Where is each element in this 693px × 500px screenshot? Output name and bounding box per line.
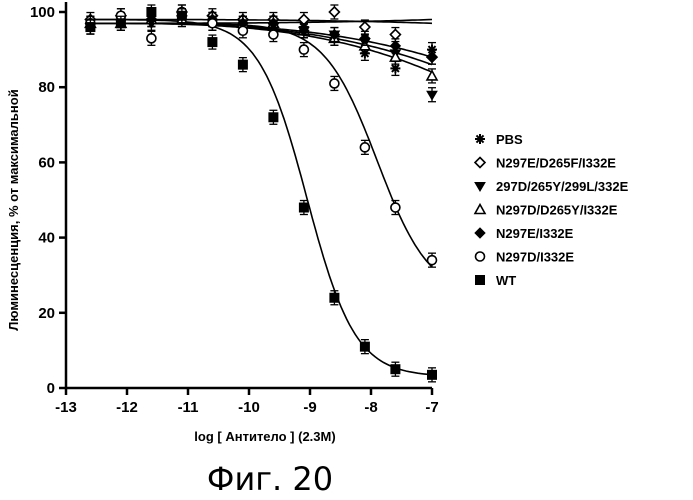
triangle-up-open-marker: [389, 50, 402, 62]
axes: [59, 2, 434, 395]
y-tick-label: 20: [38, 305, 55, 322]
circle-open-marker: [207, 17, 218, 29]
figure-caption: Фиг. 20: [207, 460, 333, 498]
x-tick-label: -9: [303, 399, 316, 416]
diamond-open-marker: [473, 156, 487, 169]
square-filled-marker: [85, 22, 96, 33]
triangle-up-open-marker: [425, 69, 439, 81]
y-axis-label: Люминесценция, % от максимальной: [6, 89, 21, 330]
square-filled-marker: [475, 275, 485, 285]
diamond-open-marker: [358, 20, 372, 34]
circle-open-marker: [237, 25, 249, 37]
y-tick-label: 40: [38, 230, 55, 247]
legend-label: 297D/265Y/299L/332E: [496, 179, 629, 194]
square-filled-marker: [115, 18, 126, 29]
legend-item: PBS: [475, 132, 523, 147]
square-filled-marker: [427, 369, 437, 380]
y-tick-label: 60: [38, 154, 55, 171]
circle-open-marker: [474, 251, 486, 262]
legend-label: N297D/I332E: [496, 250, 574, 265]
square-filled-marker: [237, 59, 248, 70]
legend-label: PBS: [496, 132, 523, 147]
y-tick-label: 100: [30, 4, 55, 21]
legend-label: N297E/I332E: [496, 226, 574, 241]
x-tick-label: -8: [364, 399, 377, 416]
legend-item: N297D/D265Y/I332E: [473, 202, 618, 218]
square-filled-marker: [268, 112, 279, 123]
legend-label: WT: [496, 273, 516, 288]
legend-item: WT: [475, 273, 516, 288]
diamond-filled-marker: [474, 227, 486, 239]
square-filled-marker: [298, 202, 309, 213]
square-filled-marker: [359, 341, 370, 352]
x-tick-label: -13: [55, 399, 77, 416]
square-filled-marker: [390, 364, 401, 375]
tick-labels: -13 -12 -11 -10 -9 -8 -7 0 20 40 60 80 100: [30, 4, 439, 416]
circle-open-marker: [329, 78, 340, 89]
square-filled-marker: [146, 7, 157, 17]
circle-open-marker: [359, 142, 371, 153]
triangle-down-filled-marker: [426, 90, 438, 101]
diamond-open-marker: [389, 28, 402, 41]
circle-open-marker: [390, 202, 401, 213]
square-filled-marker: [329, 292, 340, 303]
square-filled-marker: [176, 10, 187, 21]
diamond-filled-marker: [389, 40, 402, 52]
y-tick-label: 80: [38, 79, 55, 96]
legend-item: 297D/265Y/299L/332E: [474, 179, 629, 194]
y-tick-label: 0: [47, 380, 55, 397]
fit-curves: [90, 18, 433, 376]
diamond-filled-marker: [426, 51, 438, 63]
circle-open-marker: [268, 29, 279, 40]
legend-label: N297D/D265Y/I332E: [496, 203, 618, 218]
x-axis-label: log [ Антитело ] (2.3M): [194, 429, 335, 444]
triangle-up-open-marker: [473, 202, 487, 215]
legend-item: N297E/I332E: [474, 226, 574, 241]
triangle-down-filled-marker: [474, 182, 486, 192]
legend: PBS N297E/D265F/I332E 297D/265Y/299L/332E N…: [473, 132, 629, 288]
legend-label: N297E/D265F/I332E: [496, 156, 616, 171]
asterisk-marker: [390, 63, 401, 74]
x-tick-label: -7: [425, 399, 438, 416]
circle-open-marker: [298, 44, 310, 55]
asterisk-marker: [475, 134, 485, 144]
legend-item: N297D/I332E: [474, 250, 574, 265]
legend-item: N297E/D265F/I332E: [473, 156, 616, 171]
diamond-filled-marker: [328, 28, 341, 41]
square-filled-marker: [207, 37, 218, 48]
fit-curve-square-filled: [90, 18, 433, 376]
diamond-filled-marker: [298, 25, 310, 37]
x-tick-label: -11: [178, 399, 199, 416]
diamond-filled-marker: [359, 32, 371, 45]
circle-open-marker: [426, 254, 438, 266]
x-tick-label: -12: [116, 399, 138, 416]
circle-open-marker: [146, 33, 157, 44]
diamond-open-marker: [328, 5, 341, 19]
data-points: [84, 4, 439, 383]
x-tick-label: -10: [238, 399, 260, 416]
fit-curve-circle-open: [90, 22, 433, 268]
